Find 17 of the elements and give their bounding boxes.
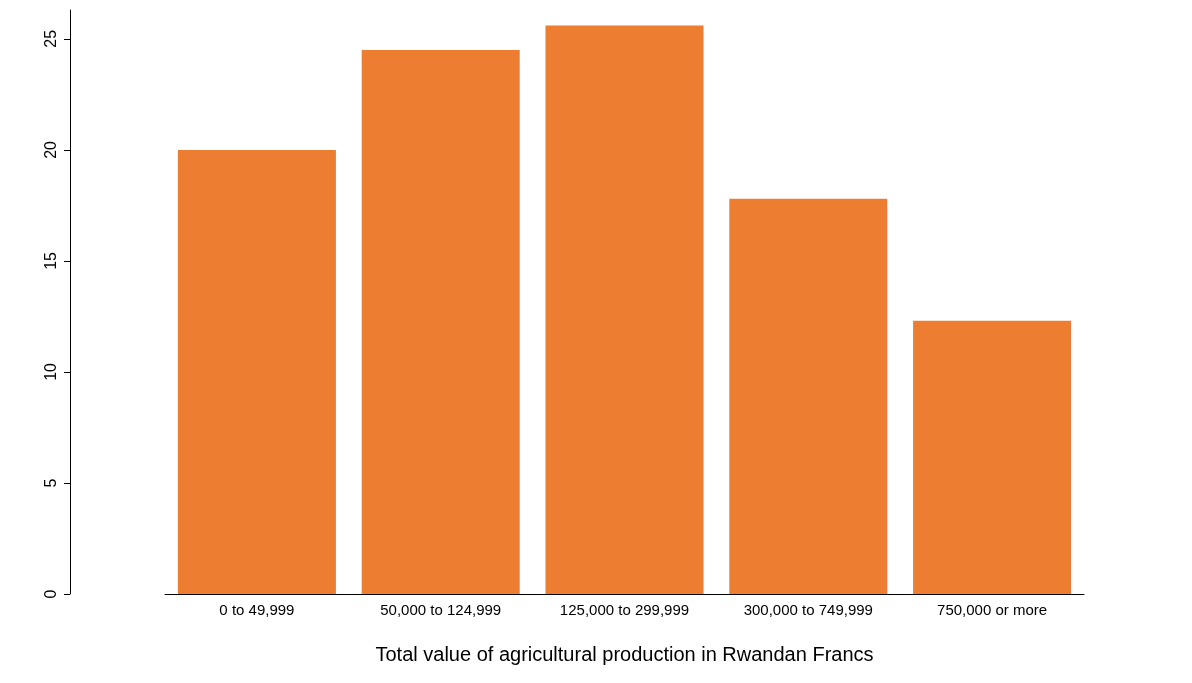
y-tick-label: 20	[41, 140, 59, 159]
y-tick-label: 10	[41, 362, 59, 381]
x-tick-label: 750,000 or more	[937, 601, 1048, 618]
bar	[545, 25, 704, 594]
x-axis-title: Total value of agricultural production in Rwandan Francs	[375, 643, 874, 665]
bar	[177, 149, 336, 594]
x-tick-label: 125,000 to 299,999	[559, 601, 690, 618]
x-tick-label: 0 to 49,999	[219, 601, 295, 618]
x-tick-label: 50,000 to 124,999	[380, 601, 502, 618]
y-tick-label: 25	[41, 29, 59, 48]
bar	[913, 320, 1072, 594]
y-tick-label: 0	[41, 589, 59, 599]
y-tick-label: 15	[41, 251, 59, 270]
bar	[729, 198, 888, 594]
y-tick-label: 5	[41, 478, 59, 488]
bar	[361, 49, 520, 594]
x-tick-label: 300,000 to 749,999	[743, 601, 873, 618]
